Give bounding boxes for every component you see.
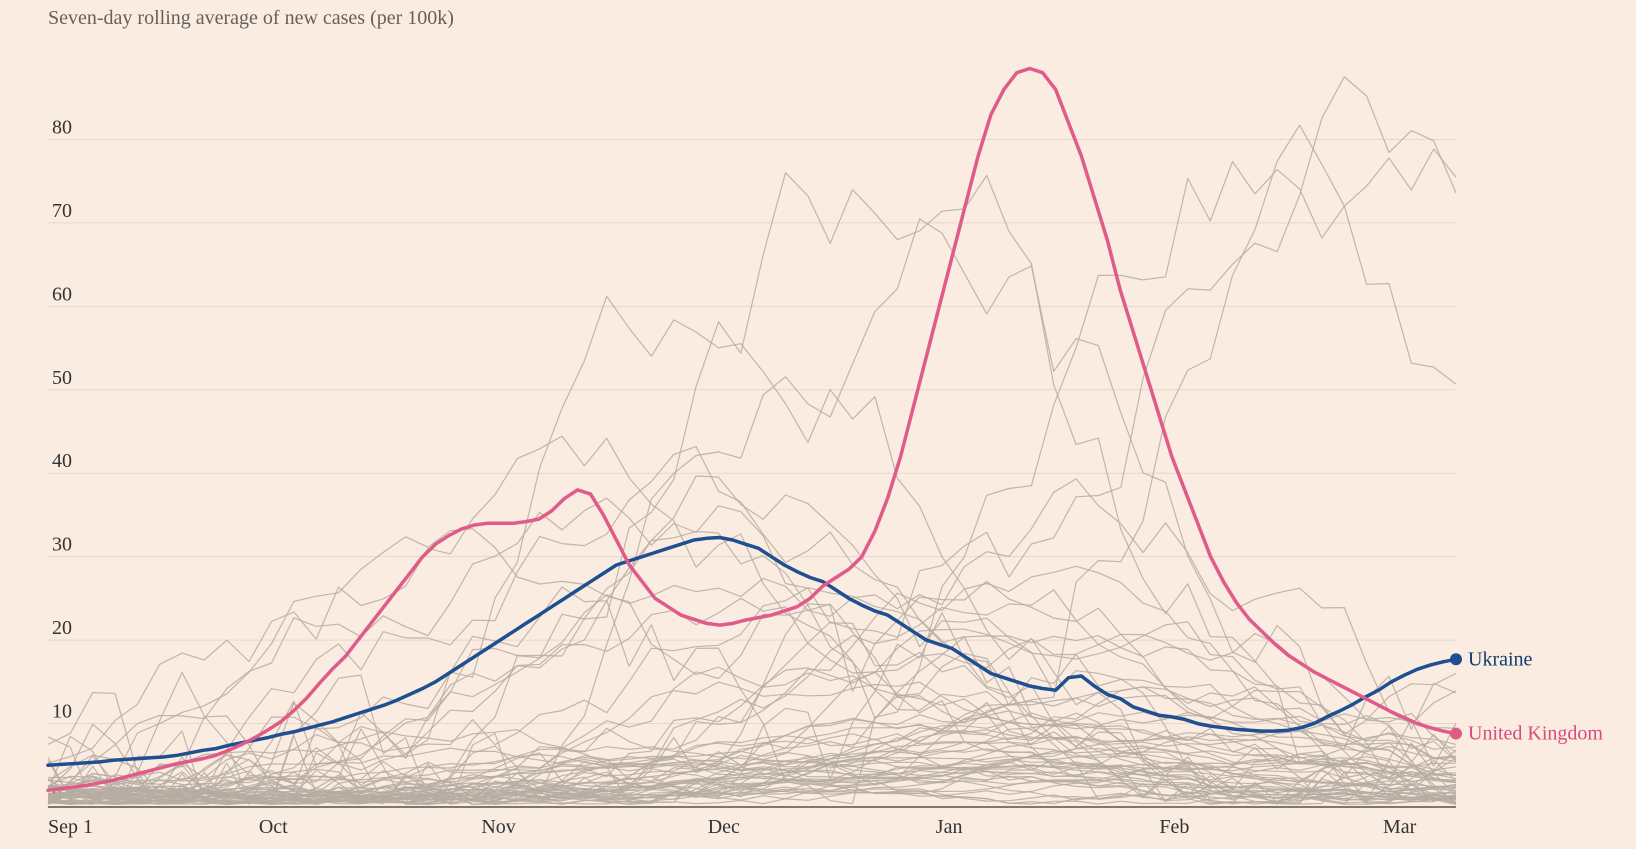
x-tick-label: Mar (1383, 816, 1417, 838)
line-chart: Seven-day rolling average of new cases (… (0, 0, 1636, 849)
chart-container: Seven-day rolling average of new cases (… (0, 0, 1636, 849)
y-tick-label: 60 (52, 283, 72, 305)
chart-title: Seven-day rolling average of new cases (… (48, 7, 454, 29)
x-tick-label: Dec (708, 816, 740, 838)
x-tick-label: Feb (1159, 816, 1189, 838)
series-end-marker (1450, 653, 1462, 665)
x-tick-label: Sep 1 (48, 816, 93, 838)
series-label-ukraine: Ukraine (1468, 648, 1533, 670)
y-tick-label: 80 (52, 116, 72, 138)
x-tick-label: Oct (259, 816, 288, 838)
series-label-united-kingdom: United Kingdom (1468, 723, 1603, 745)
y-tick-label: 70 (52, 200, 72, 222)
y-tick-label: 50 (52, 367, 72, 389)
y-tick-label: 10 (52, 701, 72, 723)
y-tick-label: 20 (52, 617, 72, 639)
series-end-marker (1450, 728, 1462, 740)
y-tick-label: 40 (52, 450, 72, 472)
x-tick-label: Nov (481, 816, 515, 838)
y-tick-label: 30 (52, 534, 72, 556)
x-tick-label: Jan (936, 816, 963, 838)
